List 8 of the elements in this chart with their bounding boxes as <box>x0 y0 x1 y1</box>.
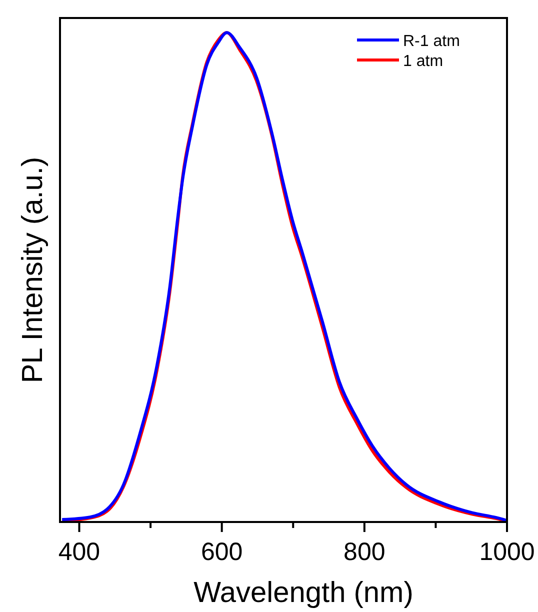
x-tick-label: 600 <box>200 538 243 566</box>
legend-label: 1 atm <box>403 53 444 70</box>
y-axis-title: PL Intensity (a.u.) <box>17 156 49 384</box>
x-tick-label: 1000 <box>479 538 535 566</box>
x-tick-label: 400 <box>58 538 100 566</box>
legend-label: R-1 atm <box>403 33 460 50</box>
x-tick-label: 800 <box>344 538 386 566</box>
x-axis-title: Wavelength (nm) <box>194 577 414 609</box>
